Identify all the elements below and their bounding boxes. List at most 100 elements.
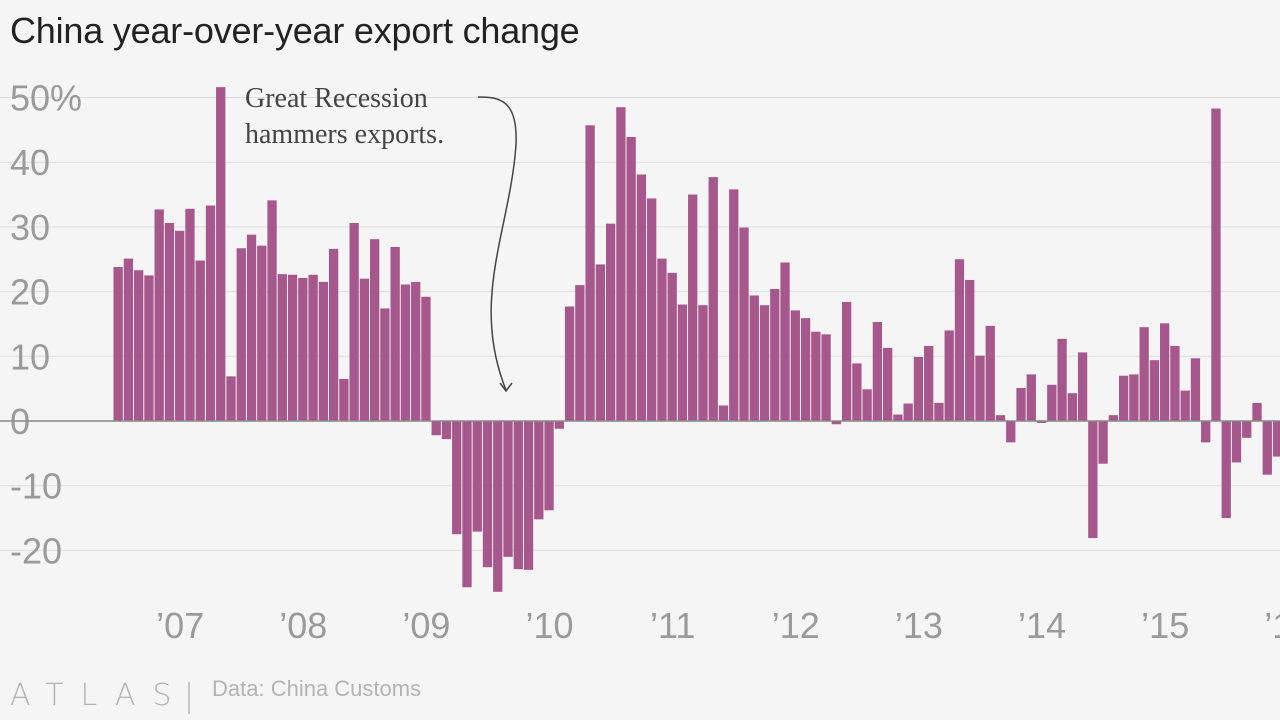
- bar: [503, 421, 513, 557]
- bar: [718, 405, 729, 421]
- footer-divider: [188, 682, 190, 714]
- x-tick-label: ’12: [772, 605, 820, 646]
- x-tick-label: ’09: [402, 605, 450, 646]
- bar: [308, 274, 318, 421]
- bar: [1272, 421, 1280, 457]
- bar: [216, 87, 226, 422]
- bar: [1047, 384, 1057, 421]
- bar: [175, 230, 185, 421]
- bar: [1006, 421, 1016, 443]
- bar: [185, 208, 195, 421]
- bar: [903, 403, 913, 421]
- bar: [708, 177, 718, 421]
- y-tick-label: 50%: [10, 78, 82, 119]
- bar: [739, 227, 749, 421]
- bar: [523, 421, 534, 570]
- bar: [770, 289, 780, 421]
- bar: [339, 378, 349, 421]
- bar: [400, 284, 411, 421]
- y-tick-label: 30: [10, 207, 50, 248]
- bar: [441, 421, 452, 440]
- bar: [1036, 421, 1047, 423]
- bar: [862, 389, 872, 421]
- bar: [1139, 327, 1149, 421]
- annotation-arrow: [477, 96, 517, 391]
- bar: [226, 376, 236, 421]
- bar: [370, 239, 380, 421]
- bar: [246, 234, 257, 421]
- bar: [1077, 352, 1088, 421]
- bar: [626, 136, 636, 421]
- bar: [749, 295, 759, 421]
- bar: [1190, 358, 1201, 421]
- chart-title: China year-over-year export change: [10, 10, 580, 51]
- bar: [585, 125, 595, 421]
- bar: [605, 223, 616, 421]
- bar: [134, 270, 144, 421]
- bar: [493, 421, 503, 592]
- bar: [359, 278, 370, 421]
- bar: [113, 267, 123, 421]
- bar: [1118, 375, 1129, 421]
- bar: [1252, 402, 1262, 421]
- bar: [236, 248, 246, 421]
- bar: [811, 331, 821, 421]
- bar: [1149, 360, 1160, 421]
- bar: [944, 330, 954, 421]
- footer: ATLAS Data: China Customs: [0, 672, 1280, 720]
- bar: [534, 421, 544, 520]
- bar: [821, 334, 831, 421]
- bar: [1016, 388, 1026, 421]
- bar: [800, 318, 811, 421]
- x-axis-ticks: ’07 ’08 ’09 ’10 ’11 ’12 ’13 ’14 ’15 ’16: [156, 605, 1280, 646]
- bar: [421, 296, 431, 421]
- bar: [1160, 323, 1170, 421]
- bar: [954, 259, 965, 421]
- bar: [883, 347, 893, 421]
- bar: [411, 281, 421, 421]
- y-tick-label: 20: [10, 272, 50, 313]
- annotation-line: Great Recession: [245, 83, 428, 114]
- bar: [636, 174, 647, 421]
- bar: [431, 421, 441, 436]
- bar: [831, 421, 841, 425]
- bar: [205, 205, 216, 421]
- bar: [647, 198, 657, 421]
- bar: [852, 363, 862, 421]
- bar: [985, 325, 995, 421]
- bar: [1088, 421, 1098, 539]
- x-tick-label: ’10: [525, 605, 573, 646]
- y-tick-label: -20: [10, 530, 62, 571]
- bar: [544, 421, 554, 511]
- bar: [318, 281, 328, 421]
- bar: [277, 274, 287, 421]
- annotation-arrowhead: [499, 382, 513, 393]
- bar: [380, 308, 390, 421]
- bar: [995, 415, 1006, 421]
- bar: [616, 107, 626, 421]
- bar: [965, 279, 975, 421]
- bar: [1170, 345, 1180, 421]
- bar: [154, 209, 164, 421]
- bar: [328, 248, 339, 421]
- y-tick-label: -10: [10, 466, 62, 507]
- source-credit: Data: China Customs: [212, 676, 422, 701]
- bar: [1108, 415, 1119, 421]
- bar: [452, 421, 462, 535]
- bar: [1231, 421, 1242, 463]
- bar: [462, 421, 472, 588]
- y-tick-label: 10: [10, 336, 50, 377]
- bar: [1262, 421, 1272, 475]
- bars: [113, 87, 1280, 592]
- bar: [913, 356, 924, 421]
- bar: [688, 194, 698, 421]
- bar: [595, 264, 606, 421]
- bar: [195, 260, 205, 421]
- bar: [893, 414, 903, 421]
- bar: [729, 189, 739, 421]
- annotation: Great Recession hammers exports.: [245, 83, 517, 393]
- x-tick-label: ’14: [1018, 605, 1066, 646]
- bar: [872, 322, 883, 421]
- bar: [554, 421, 564, 429]
